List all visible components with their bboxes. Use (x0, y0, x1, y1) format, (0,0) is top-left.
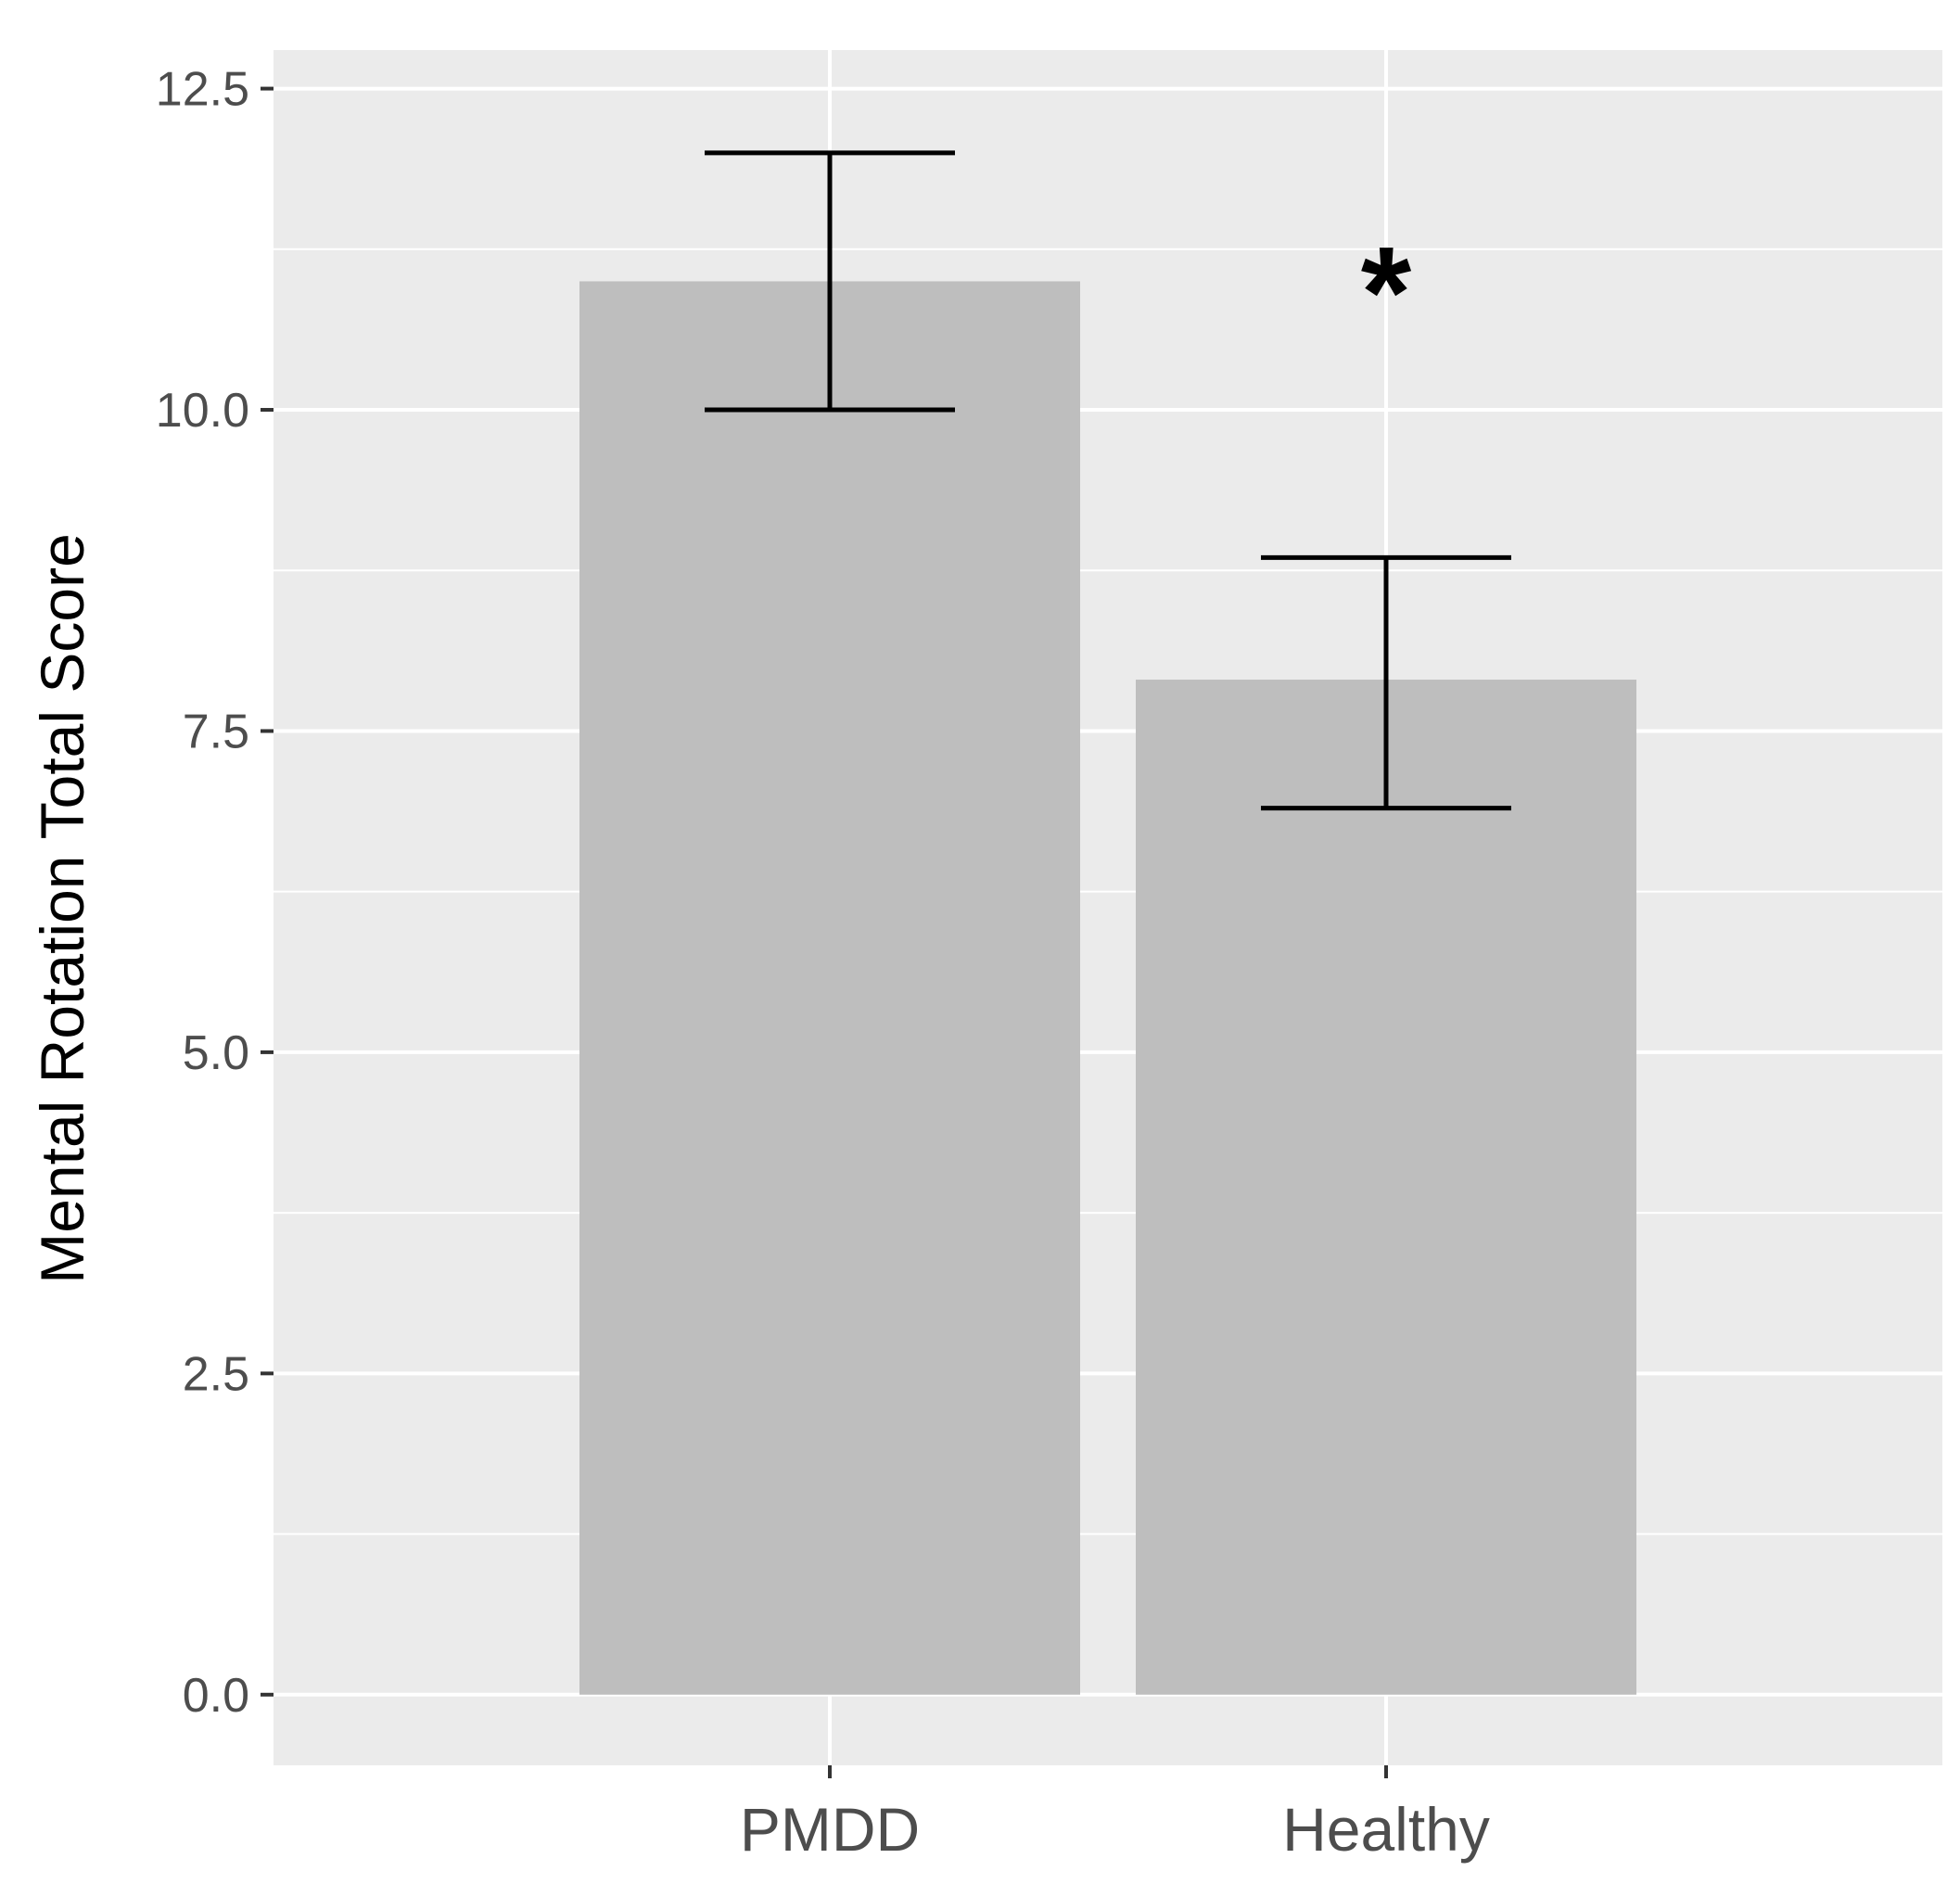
y-tick-label: 10.0 (156, 384, 249, 438)
significance-asterisk: * (1361, 219, 1412, 364)
bar-healthy (1136, 680, 1636, 1695)
plot-panel (274, 50, 1942, 1765)
y-tick-label: 5.0 (183, 1026, 249, 1080)
x-axis: PMDD Healthy (740, 1765, 1490, 1864)
bars (579, 281, 1636, 1695)
y-tick-label: 12.5 (156, 63, 249, 117)
y-tick-label: 2.5 (183, 1347, 249, 1401)
y-tick-label: 0.0 (183, 1669, 249, 1723)
x-tick-label-pmdd: PMDD (740, 1795, 920, 1864)
x-tick-label-healthy: Healthy (1282, 1795, 1490, 1864)
y-tick-label: 7.5 (183, 705, 249, 758)
minor-grid (274, 248, 1942, 1535)
y-axis-title: Mental Rotation Total Score (28, 533, 96, 1284)
annotations: * (1361, 219, 1412, 364)
error-bars (705, 150, 1511, 811)
bar-pmdd (579, 281, 1080, 1695)
y-axis: 0.0 2.5 5.0 7.5 10.0 12.5 (156, 63, 274, 1723)
